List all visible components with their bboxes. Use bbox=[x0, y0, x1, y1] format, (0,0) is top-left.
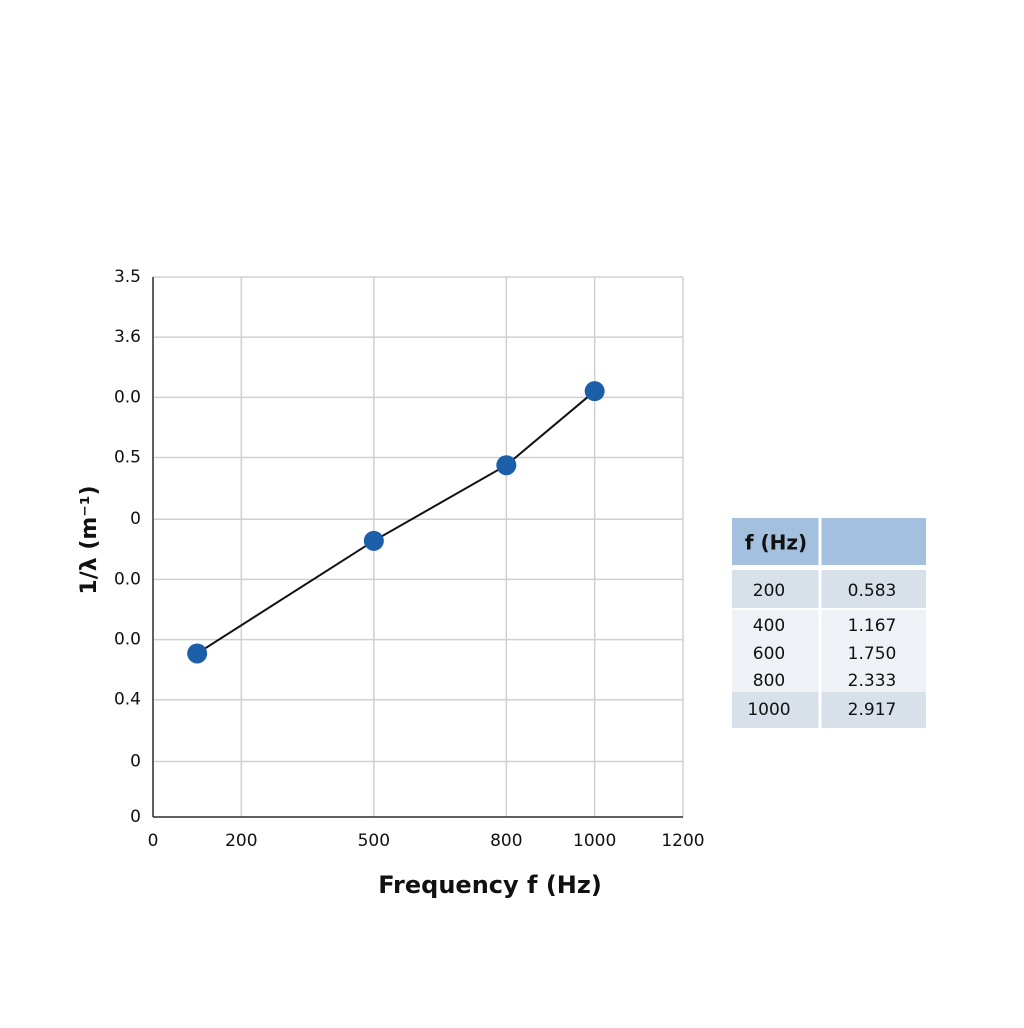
y-tick-label: 3.5 bbox=[114, 267, 141, 287]
table-cell: 400 bbox=[753, 616, 785, 636]
x-tick-label: 0 bbox=[148, 831, 159, 851]
y-tick-label: 0 bbox=[130, 509, 141, 529]
y-tick-label: 0.5 bbox=[114, 448, 141, 468]
table-row-bg bbox=[732, 692, 926, 728]
series-line bbox=[196, 390, 596, 655]
y-tick-label: 0.4 bbox=[114, 690, 141, 710]
table-cell: 1.167 bbox=[848, 616, 897, 636]
table-row-bg bbox=[732, 610, 926, 692]
data-table: f (Hz) bbox=[732, 518, 926, 728]
table-cell: 800 bbox=[753, 671, 785, 691]
x-tick-label: 800 bbox=[490, 831, 522, 851]
data-point bbox=[363, 530, 384, 551]
y-tick-label: 0.0 bbox=[114, 569, 141, 589]
table-row-bg bbox=[732, 570, 926, 608]
y-tick-label: 3.6 bbox=[114, 327, 141, 347]
table-cell: 1.750 bbox=[848, 644, 897, 664]
table-cell: 2.333 bbox=[848, 671, 897, 691]
data-point bbox=[584, 381, 605, 402]
y-tick-label: 0.0 bbox=[114, 630, 141, 650]
y-tick-label: 0.0 bbox=[114, 387, 141, 407]
x-tick-label: 1000 bbox=[573, 831, 616, 851]
x-tick-label: 500 bbox=[358, 831, 390, 851]
table-cell: 600 bbox=[753, 644, 785, 664]
data-point bbox=[187, 643, 208, 664]
table-cell: 1000 bbox=[747, 700, 790, 720]
data-point bbox=[496, 455, 517, 476]
y-tick-label: 0 bbox=[130, 751, 141, 771]
table-cell: 2.917 bbox=[848, 700, 897, 720]
x-tick-label: 200 bbox=[225, 831, 257, 851]
x-axis-label: Frequency f (Hz) bbox=[378, 871, 602, 899]
table-header: f (Hz) bbox=[745, 531, 807, 555]
y-tick-label: 0 bbox=[130, 807, 141, 827]
table-cell: 200 bbox=[753, 581, 785, 601]
table-header-bg bbox=[732, 518, 926, 565]
x-tick-label: 1200 bbox=[661, 831, 704, 851]
table-cell: 0.583 bbox=[848, 581, 897, 601]
y-axis-label: 1/λ (m⁻¹) bbox=[77, 485, 102, 594]
